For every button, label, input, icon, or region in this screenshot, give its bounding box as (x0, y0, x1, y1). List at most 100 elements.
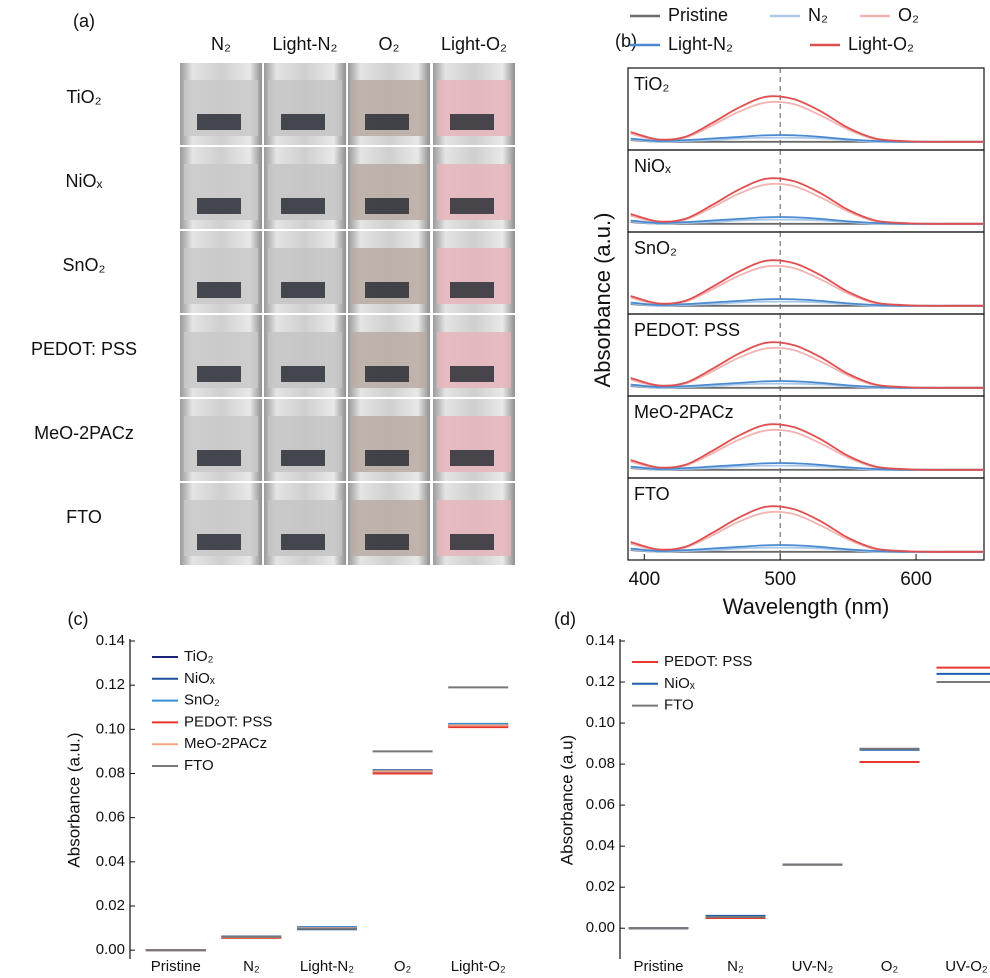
x-tick-label: 500 (764, 569, 796, 590)
sample (197, 534, 241, 550)
y-tick-label: 0.10 (96, 720, 125, 737)
subplot-label: SnO₂ (634, 238, 677, 258)
subplot-label: MeO-2PACz (634, 402, 734, 422)
y-axis-label: Absorbance (a.u.) (590, 213, 615, 388)
x-tick-label: 600 (900, 569, 932, 590)
sample (281, 534, 325, 550)
subplot-label: TiO₂ (634, 74, 669, 94)
panel-label: (c) (68, 609, 89, 629)
sample (450, 114, 494, 130)
legend-label: Pristine (668, 5, 728, 25)
sample (365, 534, 409, 550)
legend-label: NiOₓ (664, 675, 695, 692)
y-tick-label: 0.12 (586, 673, 615, 690)
legend-label: FTO (184, 757, 214, 774)
legend-label: Light-N₂ (668, 34, 733, 54)
column-label: Light-N₂ (272, 34, 337, 54)
x-tick-label: N₂ (727, 958, 744, 975)
panel-label: (b) (615, 31, 637, 51)
row-label: TiO₂ (66, 87, 101, 107)
sample (197, 114, 241, 130)
sample (281, 114, 325, 130)
legend-label: PEDOT: PSS (184, 713, 272, 730)
row-label: PEDOT: PSS (31, 339, 137, 359)
y-tick-label: 0.02 (96, 897, 125, 914)
sample (281, 366, 325, 382)
legend-label: TiO₂ (184, 648, 214, 665)
column-label: Light-O₂ (441, 34, 507, 54)
x-axis-label: Wavelength (nm) (723, 594, 890, 619)
x-tick-label: O₂ (881, 958, 899, 975)
sample (365, 114, 409, 130)
x-tick-label: Pristine (633, 958, 683, 975)
sample (281, 450, 325, 466)
sample (197, 366, 241, 382)
y-tick-label: 0.00 (586, 919, 615, 936)
sample (450, 198, 494, 214)
subplot-frame (627, 477, 985, 561)
sample (450, 366, 494, 382)
sample (281, 198, 325, 214)
row-label: NiOₓ (66, 171, 103, 191)
legend-label: N₂ (808, 5, 828, 25)
sample (450, 282, 494, 298)
panel-label: (a) (73, 11, 95, 31)
sample (365, 450, 409, 466)
y-tick-label: 0.14 (586, 632, 615, 649)
x-tick-label: UV-N₂ (792, 958, 834, 975)
sample (365, 198, 409, 214)
subplot-label: PEDOT: PSS (634, 320, 740, 340)
x-tick-label: Light-N₂ (300, 958, 354, 975)
legend-label: PEDOT: PSS (664, 653, 752, 670)
y-tick-label: 0.04 (96, 853, 125, 870)
sample (197, 198, 241, 214)
subplot-label: NiOₓ (634, 156, 671, 176)
sample (450, 450, 494, 466)
sample (197, 282, 241, 298)
column-label: N₂ (211, 34, 231, 54)
y-tick-label: 0.06 (586, 796, 615, 813)
row-label: MeO-2PACz (34, 423, 134, 443)
x-tick-label: UV-O₂ (945, 958, 988, 975)
legend-label: Light-O₂ (848, 34, 914, 54)
subplot-label: FTO (634, 484, 670, 504)
photo-grid (180, 63, 515, 565)
y-tick-label: 0.08 (586, 755, 615, 772)
row-label: SnO₂ (62, 255, 105, 275)
y-tick-label: 0.04 (586, 837, 615, 854)
sample (365, 282, 409, 298)
x-tick-label: O₂ (394, 958, 412, 975)
y-tick-label: 0.10 (586, 714, 615, 731)
x-tick-label: 400 (628, 569, 660, 590)
y-tick-label: 0.00 (96, 941, 125, 958)
column-label: O₂ (379, 34, 400, 54)
sample (197, 450, 241, 466)
panel-label: (d) (554, 609, 576, 629)
sample (450, 534, 494, 550)
legend-label: O₂ (898, 5, 919, 25)
spectrum-line (630, 341, 984, 389)
legend-label: FTO (664, 697, 694, 714)
x-tick-label: N₂ (243, 958, 260, 975)
x-tick-label: Pristine (151, 958, 201, 975)
spectrum-line (630, 177, 984, 225)
sample (365, 366, 409, 382)
spectrum-line (630, 423, 984, 471)
y-axis-label: Absorbance (a.u.) (64, 732, 83, 867)
y-tick-label: 0.08 (96, 764, 125, 781)
y-axis-label: Absorbance (a.u) (557, 735, 576, 865)
row-label: FTO (66, 507, 102, 527)
spectrum-line (630, 505, 984, 553)
sample (281, 282, 325, 298)
spectrum-line (630, 95, 984, 143)
y-tick-label: 0.14 (96, 632, 125, 649)
x-tick-label: Light-O₂ (451, 958, 506, 975)
legend-label: MeO-2PACz (184, 735, 267, 752)
y-tick-label: 0.12 (96, 676, 125, 693)
spectrum-line (630, 259, 984, 307)
y-tick-label: 0.06 (96, 809, 125, 826)
legend-label: NiOₓ (184, 670, 215, 687)
y-tick-label: 0.02 (586, 878, 615, 895)
legend-label: SnO₂ (184, 692, 220, 709)
